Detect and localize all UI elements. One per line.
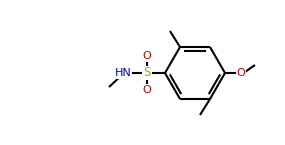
- Text: HN: HN: [115, 68, 131, 78]
- Text: O: O: [237, 68, 245, 78]
- Text: O: O: [142, 51, 151, 61]
- Text: S: S: [143, 67, 151, 79]
- Text: O: O: [142, 85, 151, 95]
